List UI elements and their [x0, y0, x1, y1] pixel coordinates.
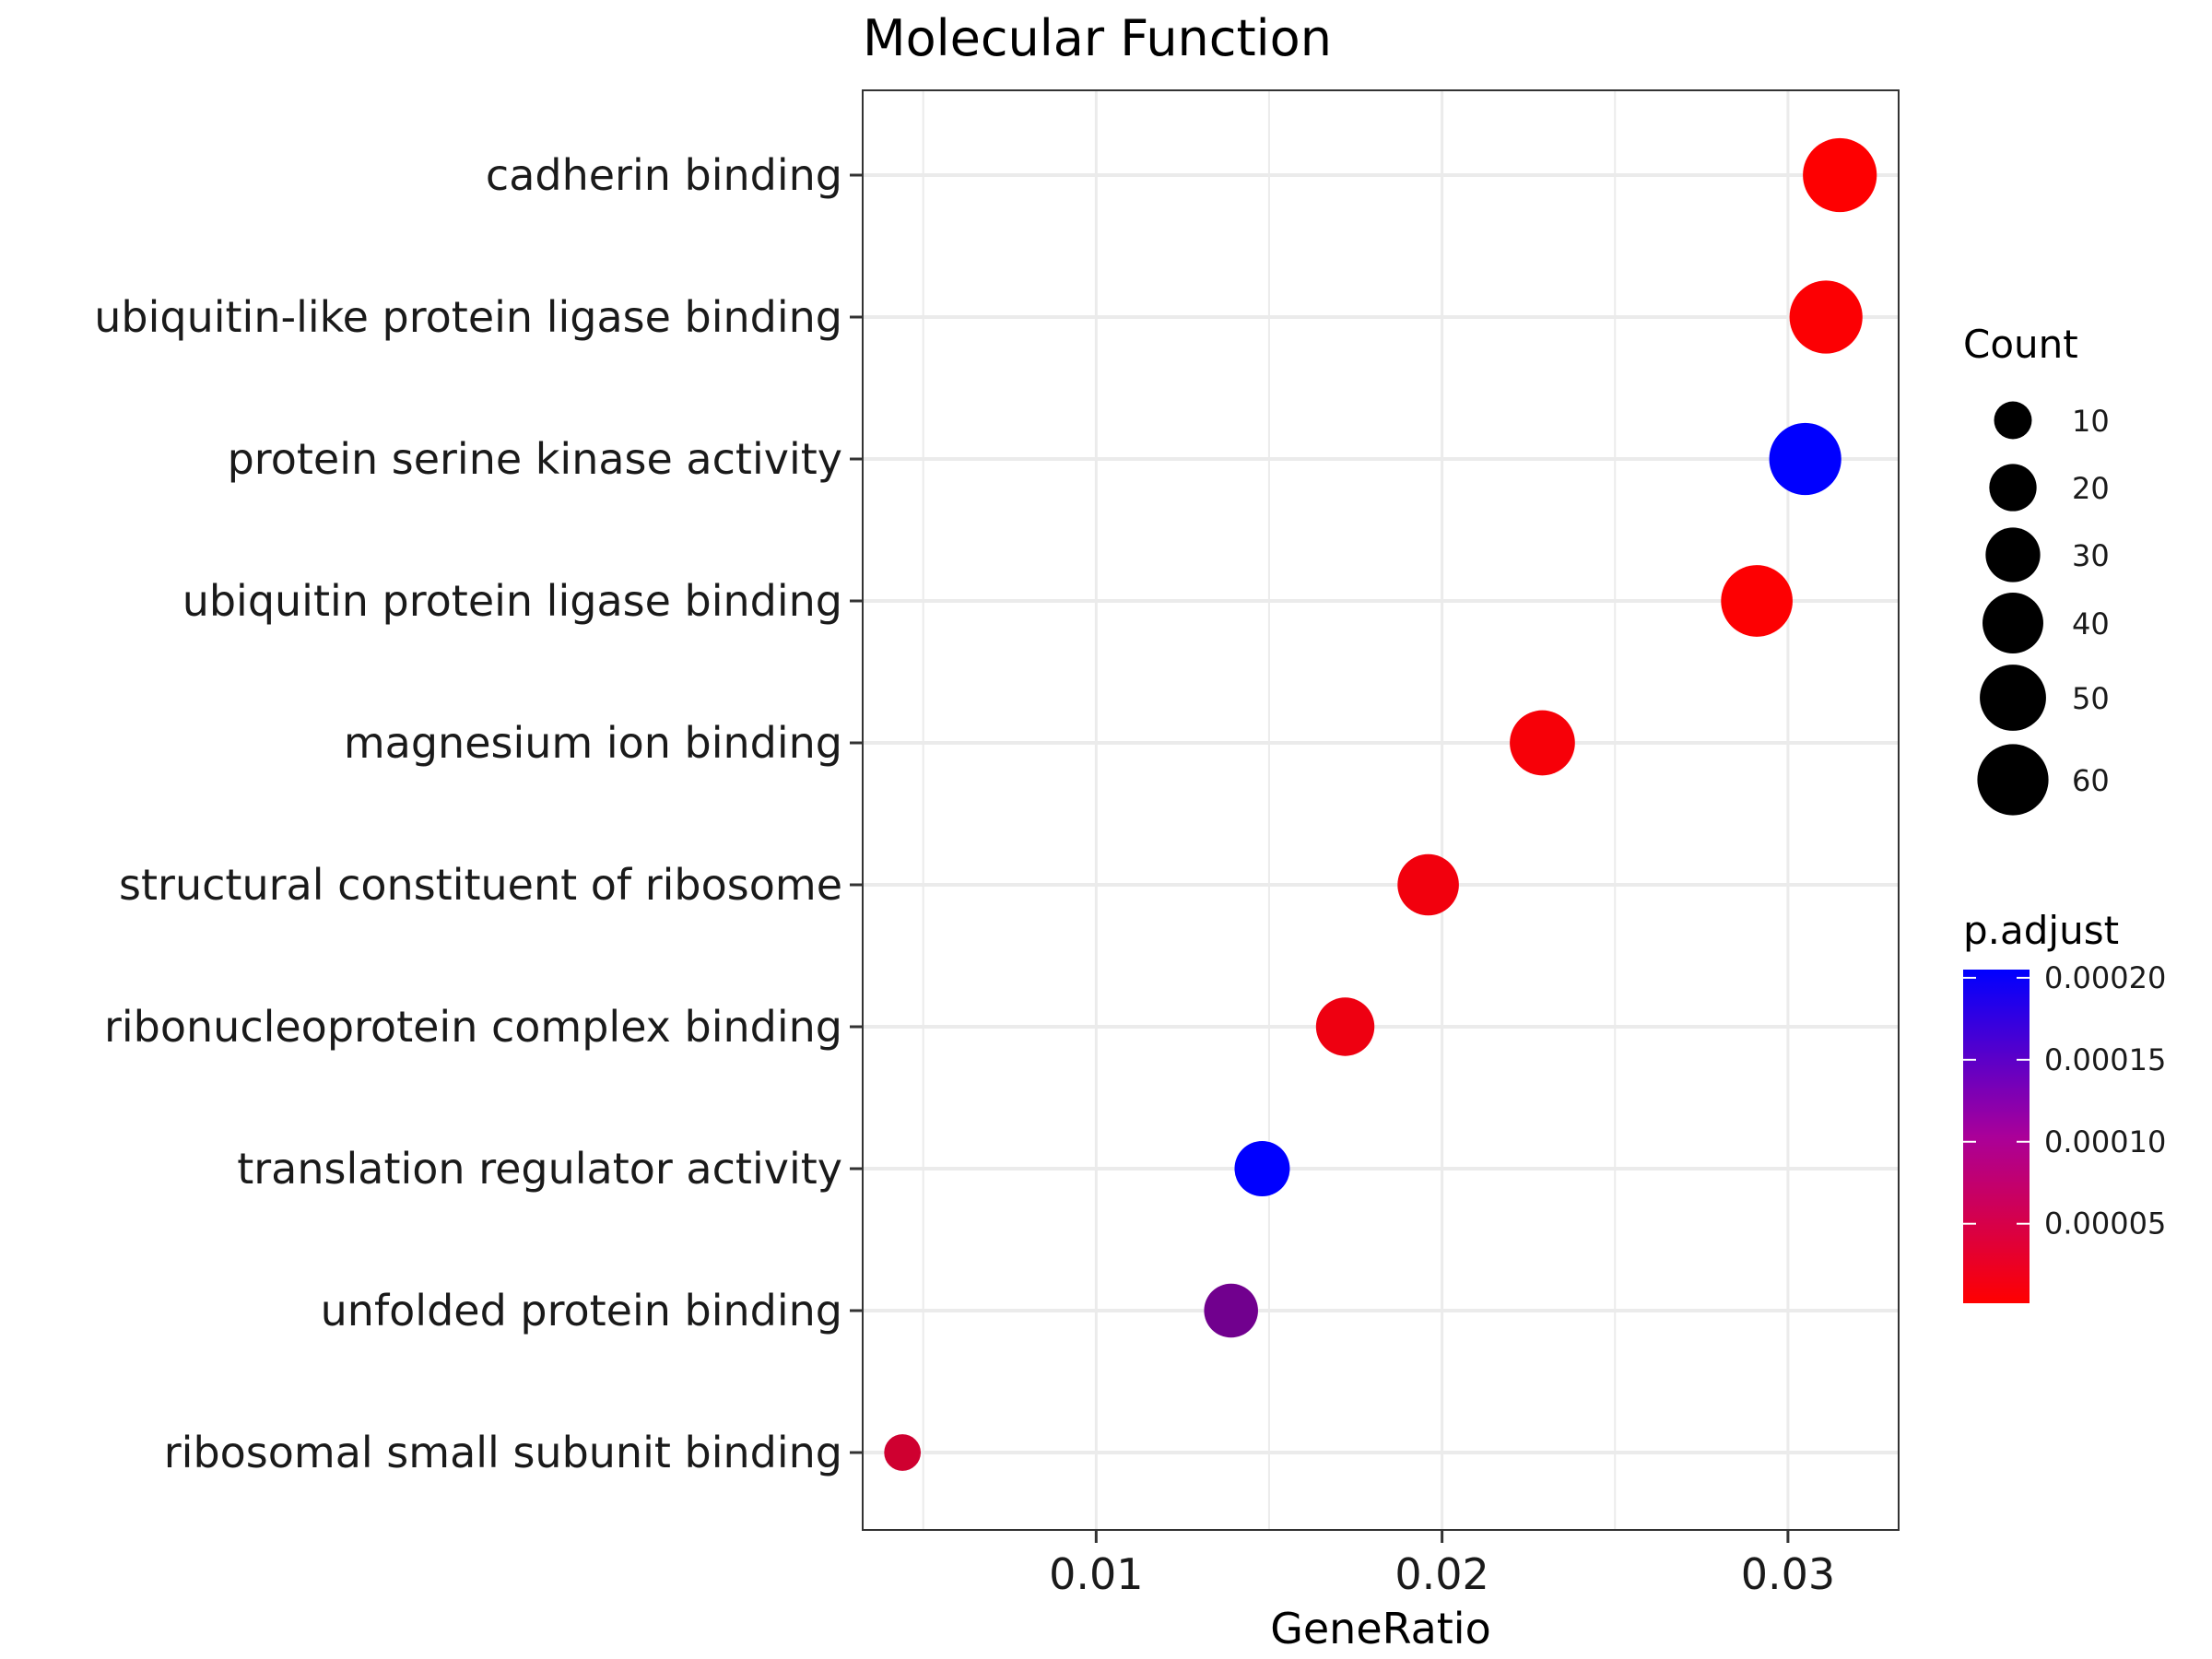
grid-lines [863, 90, 1899, 1530]
data-points [884, 137, 1877, 1471]
count-legend-key [1980, 665, 2046, 731]
count-legend-title: Count [1963, 322, 2078, 367]
x-axis-title: GeneRatio [1270, 1604, 1491, 1653]
colorbar-label: 0.00020 [2044, 960, 2166, 995]
y-tick-label: magnesium ion binding [344, 718, 842, 768]
x-tick-label: 0.03 [1741, 1549, 1835, 1599]
p-adjust-legend-title: p.adjust [1963, 908, 2119, 953]
y-tick-label: structural constituent of ribosome [119, 860, 842, 910]
count-legend-key [1977, 744, 2049, 816]
y-tick-label: cadherin binding [486, 150, 842, 200]
count-legend-key [1994, 401, 2032, 440]
x-axis: 0.01 0.02 0.03 [1049, 1530, 1835, 1599]
panel-border [862, 89, 1900, 1531]
colorbar-label: 0.00005 [2044, 1206, 2166, 1241]
count-legend-label: 10 [2072, 404, 2110, 439]
count-legend-key [1989, 464, 2037, 512]
data-point [1789, 280, 1863, 354]
data-point [1315, 997, 1375, 1056]
count-legend-label: 60 [2072, 763, 2110, 798]
data-point [1510, 710, 1575, 776]
y-tick-label: ubiquitin protein ligase binding [182, 576, 842, 626]
data-point [1204, 1283, 1258, 1338]
x-tick-label: 0.01 [1049, 1549, 1143, 1599]
y-tick-label: unfolded protein binding [321, 1286, 842, 1335]
y-tick-label: ribonucleoprotein complex binding [104, 1002, 842, 1052]
colorbar-label: 0.00015 [2044, 1042, 2166, 1077]
p-adjust-legend: p.adjust 0.00005 0.00010 0.00015 0.00020 [1963, 908, 2166, 1303]
y-tick-label: protein serine kinase activity [228, 434, 842, 484]
y-tick-label: translation regulator activity [237, 1144, 842, 1194]
data-point [1721, 565, 1793, 637]
data-point [884, 1434, 922, 1471]
chart-title: Molecular Function [863, 9, 1332, 67]
y-tick-label: ubiquitin-like protein ligase binding [94, 292, 842, 342]
count-legend: Count 10 20 30 40 50 60 [1963, 322, 2110, 816]
x-tick-label: 0.02 [1394, 1549, 1488, 1599]
colorbar-label: 0.00010 [2044, 1124, 2166, 1159]
count-legend-label: 30 [2072, 538, 2110, 573]
count-legend-label: 20 [2072, 471, 2110, 506]
data-point [1803, 137, 1877, 213]
count-legend-key [1985, 527, 2041, 582]
data-point [1769, 422, 1841, 496]
p-adjust-colorbar [1963, 970, 2030, 1303]
y-tick-label: ribosomal small subunit binding [164, 1428, 842, 1477]
y-axis: cadherin binding ubiquitin-like protein l… [94, 150, 863, 1477]
count-legend-label: 50 [2072, 681, 2110, 716]
count-legend-label: 40 [2072, 606, 2110, 641]
data-point [1234, 1141, 1290, 1196]
count-legend-key [1983, 593, 2043, 653]
data-point [1397, 853, 1459, 916]
